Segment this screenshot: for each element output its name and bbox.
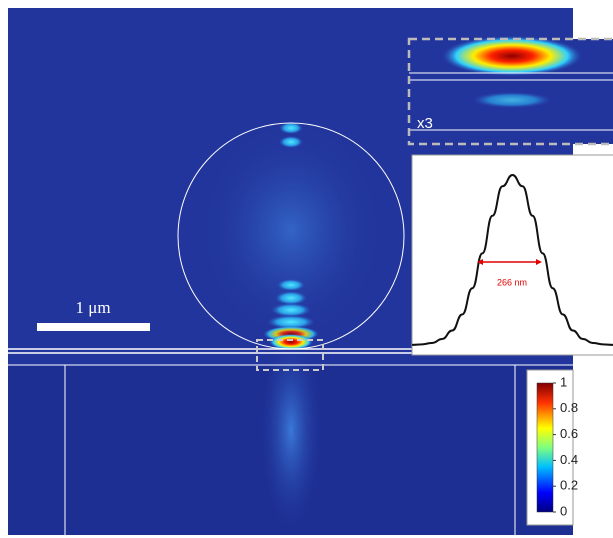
colorbar — [536, 382, 554, 513]
colorbar-tick-label: 1 — [560, 374, 567, 389]
colorbar-tick-label: 0.8 — [560, 400, 578, 415]
scale-label: 1 μm — [75, 298, 110, 317]
scale-bar — [37, 323, 150, 331]
fwhm-label: 266 nm — [497, 277, 527, 287]
inset-label: x3 — [417, 115, 433, 132]
colorbar-tick-label: 0.4 — [560, 452, 578, 467]
profile-panel — [411, 154, 613, 356]
colorbar-tick-label: 0 — [560, 503, 567, 518]
colorbar-tick-label: 0.6 — [560, 426, 578, 441]
profile-line — [411, 173, 613, 346]
colorbar-tick-label: 0.2 — [560, 478, 578, 493]
inset: x3 — [407, 36, 613, 146]
